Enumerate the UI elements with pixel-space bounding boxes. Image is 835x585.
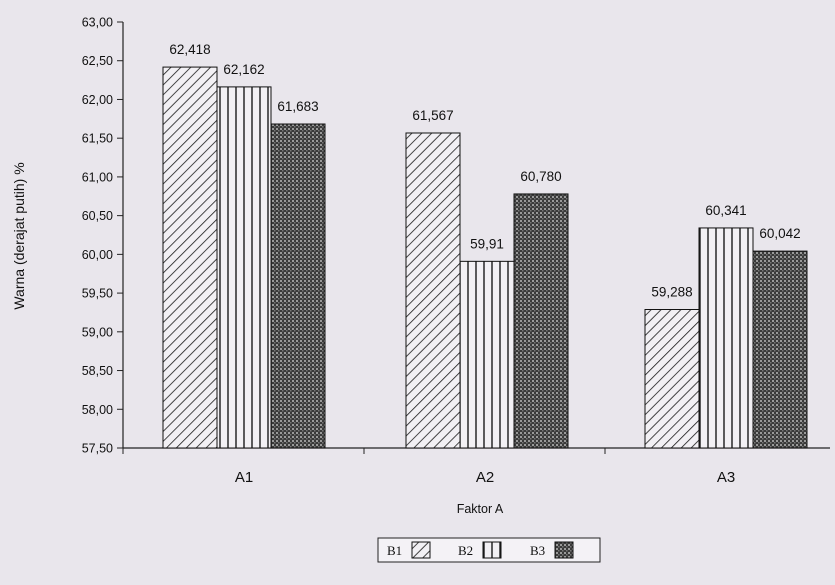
legend-label: B1 (387, 543, 402, 558)
legend-swatch-b3 (554, 541, 574, 559)
x-axis-title: Faktor A (457, 502, 504, 516)
y-tick-label: 57,50 (82, 442, 113, 456)
x-category-label: A2 (476, 469, 494, 486)
legend: B1 B2 B3 (377, 537, 601, 563)
x-category-group: A1 A2 A3 (122, 448, 735, 486)
y-tick-label: 63,00 (82, 16, 113, 30)
bar-b3-a2 (513, 193, 569, 449)
x-category-label: A1 (235, 469, 253, 486)
bar-b3-a1 (270, 123, 326, 449)
legend-label: B3 (530, 543, 545, 558)
y-tick-label: 58,50 (82, 364, 113, 378)
legend-swatch-b2 (482, 541, 502, 559)
data-label: 59,91 (470, 236, 504, 251)
y-tick-label: 61,00 (82, 170, 113, 184)
y-tick-label: 62,00 (82, 93, 113, 107)
y-tick-label: 61,50 (82, 132, 113, 146)
data-label: 59,288 (651, 285, 692, 300)
y-tick-label: 60,50 (82, 209, 113, 223)
data-label: 62,418 (169, 42, 210, 57)
y-tick-label: 59,50 (82, 287, 113, 301)
data-label: 60,780 (520, 169, 561, 184)
bar-b1-a3 (644, 309, 700, 449)
y-tick-label: 60,00 (82, 248, 113, 262)
data-label: 62,162 (223, 62, 264, 77)
data-label: 61,567 (412, 108, 453, 123)
bar-b2-a3 (698, 227, 754, 449)
x-category-label: A3 (717, 469, 735, 486)
y-tick-label: 59,00 (82, 325, 113, 339)
y-tick-label: 62,50 (82, 54, 113, 68)
bars-group: 62,418 62,162 61,683 61,567 59,91 60,780 59,28… (162, 42, 808, 449)
y-tick-label: 58,00 (82, 403, 113, 417)
bar-b2-a2 (459, 260, 515, 449)
y-axis-title: Warna (derajat putih) % (11, 162, 27, 309)
data-label: 61,683 (277, 99, 318, 114)
bar-b1-a2 (405, 132, 461, 449)
legend-swatch-b1 (411, 541, 431, 559)
bar-b1-a1 (162, 66, 218, 449)
data-label: 60,341 (705, 203, 746, 218)
legend-label: B2 (458, 543, 473, 558)
bar-b2-a1 (216, 86, 272, 449)
y-tick-group: 63,00 62,50 62,00 61,50 61,00 60,50 60,00 59,50… (82, 16, 123, 456)
data-label: 60,042 (759, 226, 800, 241)
bar-b3-a3 (752, 250, 808, 449)
